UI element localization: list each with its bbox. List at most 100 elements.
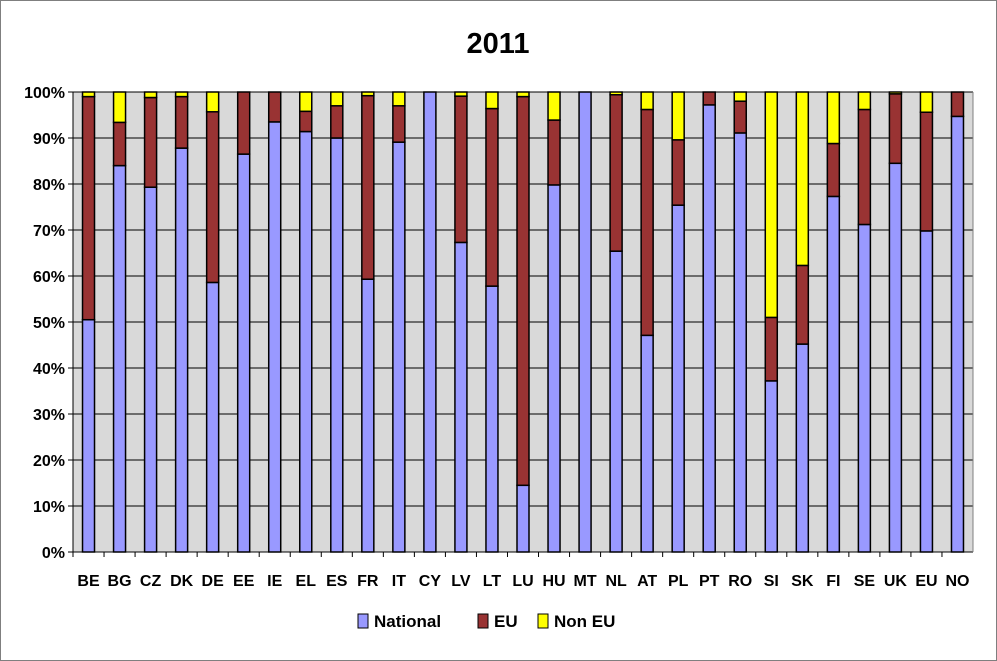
bar-eu-ie <box>267 91 282 123</box>
bar-national-de <box>205 281 220 553</box>
x-tick-label: DE <box>202 573 225 590</box>
bar-non-eu-cz <box>143 91 158 99</box>
bar-national-cy <box>423 91 437 553</box>
y-tick-label: 50% <box>33 315 65 332</box>
bar-eu-bg <box>112 121 127 167</box>
x-tick-label: AT <box>637 573 657 590</box>
y-tick-label: 90% <box>33 131 65 148</box>
bar-eu-nl <box>609 94 623 252</box>
x-tick-label: EL <box>296 573 317 590</box>
bar-non-eu-de <box>205 91 220 113</box>
bar-national-cz <box>143 186 158 553</box>
bar-non-eu-sk <box>795 91 810 267</box>
x-tick-label: RO <box>728 573 752 590</box>
legend-swatch <box>537 613 549 629</box>
bar-non-eu-it <box>392 91 406 107</box>
bar-eu-fr <box>361 94 375 280</box>
bar-eu-be <box>81 95 96 321</box>
x-tick-label: ES <box>326 573 348 590</box>
bar-non-eu-fi <box>826 91 841 145</box>
bar-non-eu-bg <box>112 91 127 124</box>
y-tick-label: 70% <box>33 223 65 240</box>
legend-item-non-eu: Non EU <box>537 612 615 631</box>
bar-national-pt <box>702 104 716 553</box>
bar-national-sk <box>795 343 810 553</box>
legend-swatch <box>357 613 369 629</box>
x-tick-label: EU <box>915 573 937 590</box>
bar-eu-pl <box>671 139 685 206</box>
bar-eu-fi <box>826 142 841 198</box>
x-tick-label: HU <box>542 573 565 590</box>
y-axis-tick-labels: 0% 10% 20% 30% 40% 50% 60% 70% 80% 90% 100% <box>24 85 65 562</box>
bar-non-eu-nl <box>609 91 623 96</box>
x-tick-label: PT <box>699 573 720 590</box>
bars <box>81 91 965 553</box>
bar-national-pl <box>671 204 685 553</box>
legend-item-national: National <box>357 612 441 631</box>
legend-label: EU <box>494 612 518 631</box>
bar-national-lu <box>516 484 530 553</box>
bar-national-nl <box>609 250 623 553</box>
bar-eu-uk <box>888 93 903 165</box>
bar-national-dk <box>174 147 189 553</box>
bar-non-eu-si <box>764 91 779 319</box>
bar-non-eu-lv <box>454 91 468 97</box>
bar-eu-it <box>392 105 406 143</box>
bar-eu-cz <box>143 96 158 188</box>
bar-national-no <box>950 115 965 553</box>
bar-eu-el <box>299 110 313 133</box>
x-tick-label: EE <box>233 573 255 590</box>
y-tick-label: 10% <box>33 499 65 516</box>
bar-national-hu <box>547 184 561 553</box>
bar-non-eu-es <box>330 91 344 107</box>
x-tick-label: SE <box>854 573 876 590</box>
x-tick-label: DK <box>170 573 194 590</box>
bar-national-es <box>330 137 344 553</box>
bar-national-si <box>764 380 779 553</box>
bar-national-it <box>392 141 406 553</box>
bar-eu-ee <box>236 91 251 155</box>
legend-swatch <box>477 613 489 629</box>
bar-national-uk <box>888 162 903 553</box>
x-tick-label: NO <box>945 573 969 590</box>
bar-non-eu-lu <box>516 91 530 98</box>
bar-non-eu-fr <box>361 91 375 97</box>
y-tick-label: 20% <box>33 453 65 470</box>
bar-eu-pt <box>702 91 716 106</box>
bar-eu-sk <box>795 264 810 345</box>
x-tick-label: SK <box>791 573 814 590</box>
bar-non-eu-at <box>640 91 654 111</box>
bar-national-ee <box>236 153 251 553</box>
bar-eu-at <box>640 108 654 337</box>
bar-non-eu-dk <box>174 91 189 98</box>
bar-national-be <box>81 318 96 553</box>
legend: National EU Non EU <box>357 612 615 631</box>
bar-non-eu-pl <box>671 91 685 141</box>
x-tick-label: MT <box>574 573 597 590</box>
bar-non-eu-hu <box>547 91 561 121</box>
legend-label: National <box>374 612 441 631</box>
legend-label: Non EU <box>554 612 615 631</box>
x-tick-label: IE <box>267 573 282 590</box>
bar-national-bg <box>112 164 127 553</box>
bar-eu-hu <box>547 119 561 186</box>
x-tick-label: CZ <box>140 573 162 590</box>
bar-eu-es <box>330 105 344 139</box>
bar-eu-lt <box>485 107 499 287</box>
x-tick-label: LV <box>451 573 471 590</box>
x-tick-label: CY <box>419 573 442 590</box>
bar-national-lt <box>485 285 499 553</box>
bar-eu-si <box>764 316 779 382</box>
legend-item-eu: EU <box>477 612 518 631</box>
bar-eu-ro <box>733 100 747 134</box>
bar-eu-lv <box>454 95 468 244</box>
x-tick-label: LU <box>512 573 533 590</box>
x-tick-label: UK <box>884 573 908 590</box>
bar-non-eu-eu <box>919 91 934 113</box>
bar-eu-eu <box>919 111 934 232</box>
x-tick-label: FI <box>826 573 840 590</box>
y-tick-label: 80% <box>33 177 65 194</box>
bar-eu-lu <box>516 95 530 487</box>
x-axis-tick-labels: BE BG CZ DK DE EE IE EL ES FR IT CY LV LT LU HU MT NL AT PL… <box>77 573 969 590</box>
chart-title: 2011 <box>467 28 530 60</box>
